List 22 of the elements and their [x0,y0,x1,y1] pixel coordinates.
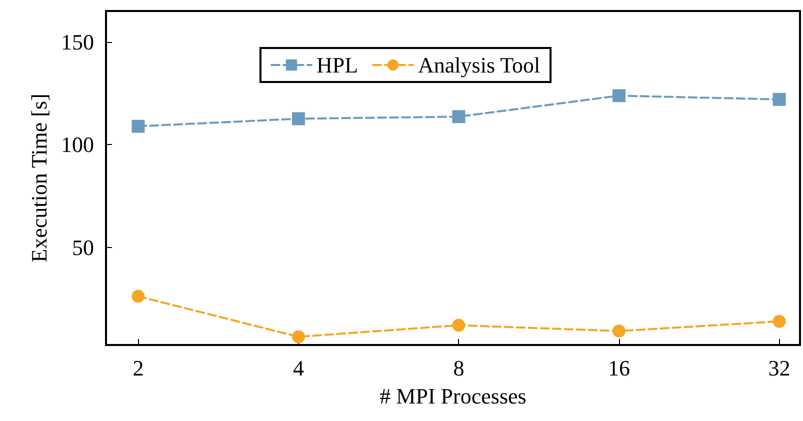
point [292,330,305,344]
point [612,89,626,102]
x-tick-label: 2 [132,356,144,380]
x-tick-label: 8 [453,356,464,380]
point [452,110,466,124]
point [772,314,786,328]
point [772,92,786,106]
y-tick-label: 100 [61,132,94,158]
legend-label: HPL [316,52,358,78]
legend-label: Analysis Tool [418,52,540,78]
x-axis-title: # MPI Processes [380,384,526,408]
point [132,290,145,303]
y-tick-label: 50 [72,234,94,260]
x-tick-label: 32 [768,356,790,380]
point [292,112,305,126]
point [452,318,466,332]
y-tick-label: 150 [61,29,94,54]
point [612,324,626,338]
point [132,120,145,133]
x-tick-label: 4 [292,356,304,380]
y-axis-title: Execution Time [s] [26,94,52,262]
x-tick-label: 16 [608,356,630,380]
